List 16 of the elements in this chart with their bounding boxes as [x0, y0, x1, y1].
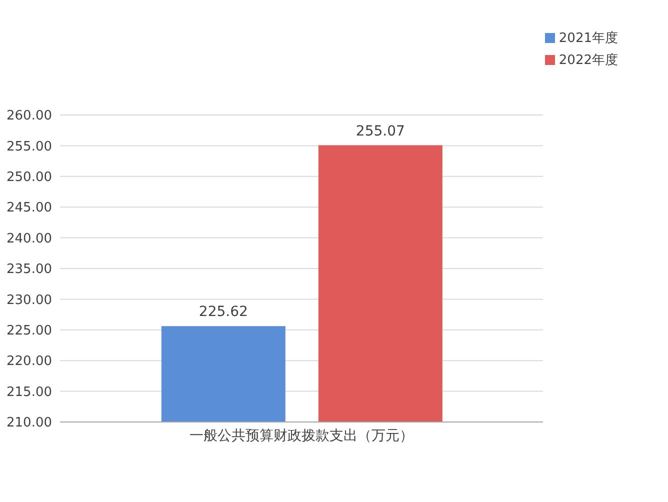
y-tick-label: 225.00 [6, 324, 52, 339]
y-tick-label: 250.00 [6, 170, 52, 186]
y-tick-label: 260.00 [6, 108, 52, 124]
y-tick-label: 255.00 [6, 139, 52, 154]
y-tick-label: 215.00 [6, 384, 52, 400]
legend-label: 2021年度 [558, 31, 618, 46]
x-tick-label: 一般公共预算财政拨款支出（万元） [189, 428, 414, 444]
data-label: 255.07 [356, 123, 405, 140]
y-tick-label: 210.00 [6, 416, 52, 431]
y-tick-label: 240.00 [6, 231, 52, 246]
y-tick-label: 220.00 [6, 354, 52, 370]
legend-label: 2022年度 [558, 53, 618, 68]
y-tick-label: 230.00 [6, 292, 52, 308]
data-label: 225.62 [198, 304, 248, 320]
y-tick-label: 245.00 [6, 200, 52, 216]
y-tick-label: 235.00 [6, 262, 52, 278]
